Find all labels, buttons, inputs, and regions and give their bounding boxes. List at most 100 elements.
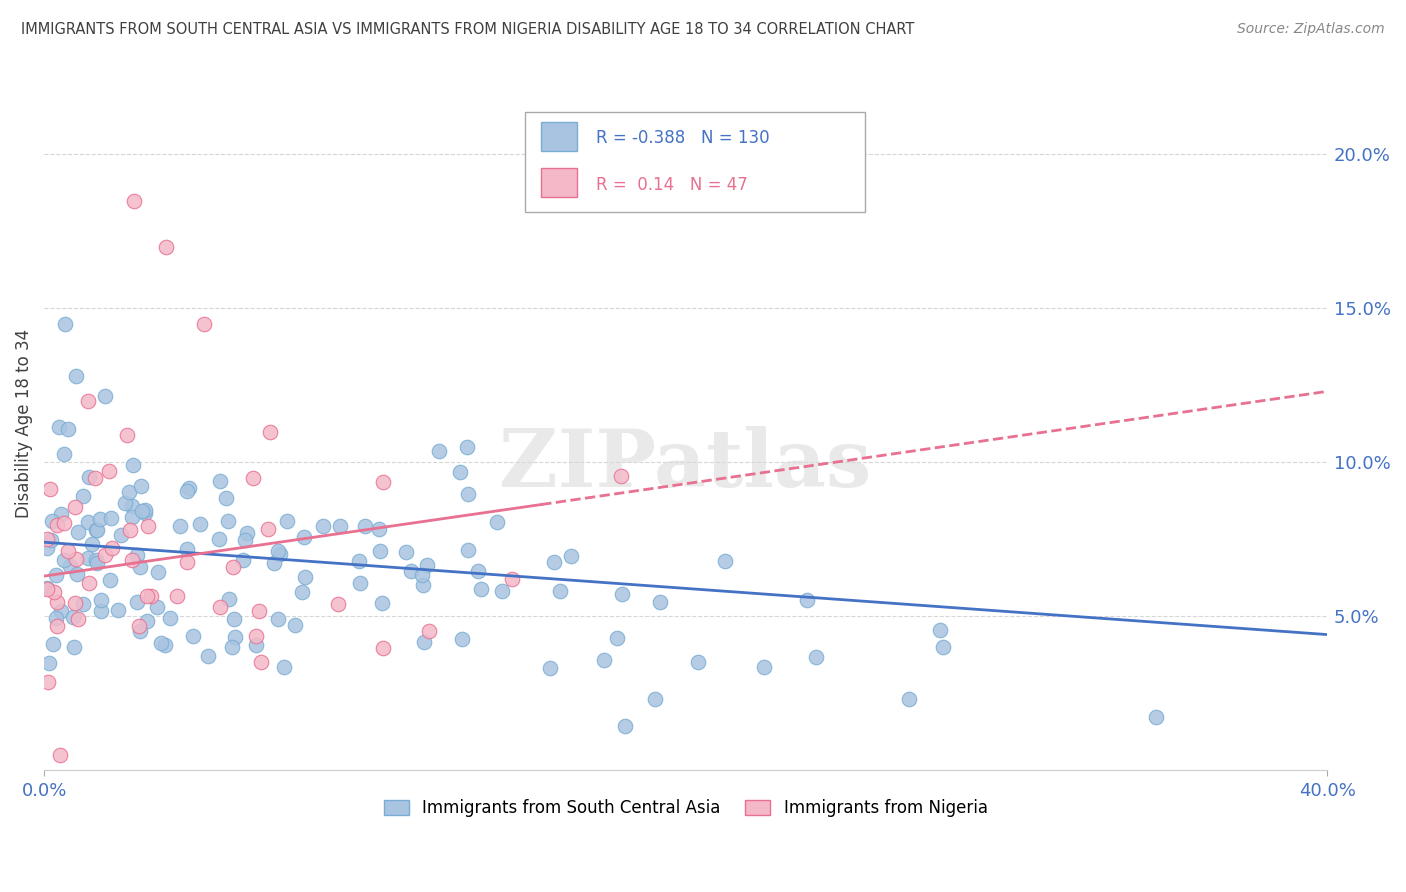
Point (796, 593, 818, 607)
Point (233, 533, 256, 547)
Point (347, 554, 370, 568)
Point (118, 523, 141, 537)
Point (456, 440, 478, 454)
Point (128, 618, 150, 632)
Point (37, 582, 59, 596)
Point (193, 317, 215, 331)
Point (593, 652, 616, 666)
Point (51, 604, 73, 618)
Point (131, 504, 153, 518)
Point (176, 483, 198, 498)
Point (326, 598, 349, 612)
Point (49, 747, 72, 762)
Point (232, 553, 254, 567)
Point (250, 655, 273, 669)
Point (543, 555, 565, 569)
Point (412, 578, 434, 592)
Point (427, 444, 450, 458)
Point (181, 630, 204, 644)
Point (100, 573, 122, 587)
FancyBboxPatch shape (526, 112, 865, 212)
Point (267, 613, 290, 627)
Point (62, 610, 84, 624)
Point (267, 544, 290, 558)
Text: ZIPatlas: ZIPatlas (499, 426, 872, 504)
Point (122, 194, 145, 208)
Point (467, 564, 489, 578)
Point (648, 594, 671, 608)
Point (114, 496, 136, 510)
Point (128, 560, 150, 574)
Point (399, 564, 422, 578)
Point (276, 514, 298, 528)
Point (97, 464, 120, 478)
Point (110, 528, 132, 542)
Point (79, 575, 101, 590)
Point (560, 549, 582, 563)
Point (222, 612, 245, 626)
Point (418, 624, 440, 639)
Point (146, 565, 169, 579)
Point (46, 517, 69, 532)
Point (257, 523, 280, 537)
Point (72, 489, 94, 503)
Point (127, 595, 149, 609)
Point (688, 655, 710, 669)
Point (56, 422, 79, 436)
Point (63, 640, 86, 654)
Point (84, 553, 107, 567)
Point (121, 499, 143, 513)
Point (806, 650, 828, 665)
Point (179, 481, 201, 495)
Point (129, 479, 152, 493)
Point (538, 661, 561, 675)
Point (610, 587, 633, 601)
Point (242, 470, 264, 484)
Point (714, 554, 737, 568)
FancyBboxPatch shape (541, 169, 576, 197)
Text: Source: ZipAtlas.com: Source: ZipAtlas.com (1237, 22, 1385, 37)
Point (90, 593, 112, 607)
Point (134, 502, 156, 516)
FancyBboxPatch shape (541, 122, 576, 151)
Point (86, 523, 108, 537)
Point (100, 511, 122, 525)
Point (224, 631, 246, 645)
Point (284, 617, 307, 632)
Point (115, 428, 138, 442)
Point (470, 582, 492, 596)
Point (39, 482, 62, 496)
Point (249, 604, 271, 618)
Point (548, 583, 571, 598)
Point (118, 485, 141, 500)
Point (39, 533, 62, 547)
Point (136, 589, 159, 603)
Point (155, 240, 177, 254)
Point (259, 425, 281, 439)
Point (373, 475, 395, 489)
Point (752, 660, 775, 674)
Point (368, 522, 391, 536)
Point (221, 559, 243, 574)
Point (49, 508, 72, 522)
Point (94, 549, 117, 563)
Point (159, 611, 181, 625)
Point (53, 553, 76, 567)
Point (63, 500, 86, 515)
Point (45, 595, 67, 609)
Point (86, 557, 108, 571)
Point (349, 576, 371, 591)
Point (394, 545, 416, 559)
Point (373, 640, 395, 655)
Point (153, 638, 176, 652)
Point (65, 369, 87, 384)
Point (136, 519, 159, 533)
Point (65, 551, 87, 566)
Point (245, 630, 267, 644)
Point (76, 550, 98, 565)
Point (176, 542, 198, 557)
Point (273, 660, 295, 674)
Point (245, 638, 267, 652)
Point (129, 624, 152, 638)
Point (121, 458, 143, 473)
